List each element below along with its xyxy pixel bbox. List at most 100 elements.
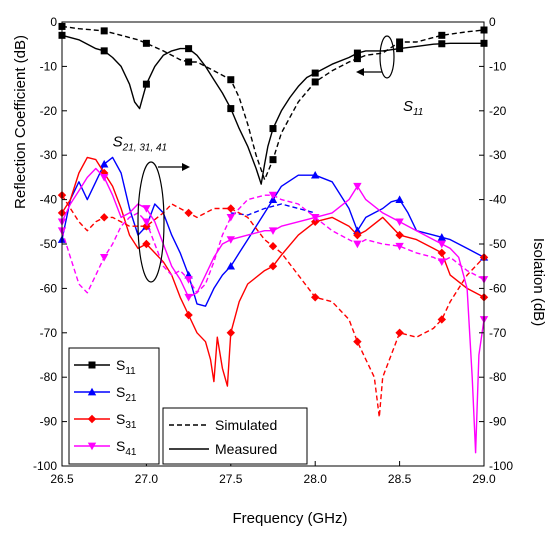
- legend-label-main: S: [116, 357, 125, 373]
- legend-label-s31: S31: [116, 411, 137, 431]
- s41-simulated-marker: [395, 242, 404, 251]
- s21-simulated-line: [230, 203, 316, 216]
- legend-label-s11: S11: [116, 357, 136, 377]
- s41-measured-marker: [226, 236, 235, 244]
- s31-simulated-marker: [184, 208, 193, 218]
- legend-label-measured: Measured: [215, 441, 277, 457]
- s41-simulated-marker: [142, 218, 151, 226]
- s11-measured-marker: [227, 105, 235, 113]
- legend-label-main: S: [116, 438, 125, 454]
- legend-marker-s21: [87, 387, 97, 396]
- s11-callout-arrowhead: [356, 68, 364, 76]
- s11-measured-marker: [185, 45, 193, 53]
- s41-simulated-marker: [437, 258, 446, 266]
- s11-simulated-marker: [100, 27, 108, 35]
- s31-measured-marker: [395, 230, 404, 240]
- s31-measured-marker: [142, 239, 151, 249]
- s41-simulated-line: [61, 194, 485, 294]
- y-tick-label: -30: [40, 148, 58, 162]
- s31-measured-marker: [353, 230, 362, 240]
- s11-measured-marker: [100, 47, 108, 55]
- s31-simulated-marker: [268, 242, 278, 251]
- s41-simulated-marker: [353, 240, 362, 249]
- s41-simulated-marker: [311, 214, 320, 222]
- legend-marker-s11: [88, 361, 96, 369]
- callout-label-main: S: [113, 133, 123, 150]
- s11-simulated-marker: [438, 31, 446, 39]
- s11-measured-marker: [396, 45, 404, 53]
- legend-label-s41: S41: [116, 438, 137, 458]
- s31-simulated-line: [61, 194, 485, 418]
- y2-tick-label: -50: [489, 237, 507, 251]
- s31-measured-marker: [268, 262, 278, 271]
- s41-measured-marker: [142, 205, 151, 213]
- s21-measured-marker: [437, 233, 446, 241]
- s31-simulated-marker: [311, 293, 320, 302]
- s31-simulated-marker: [100, 213, 109, 222]
- s11-measured-marker: [269, 125, 277, 133]
- y2-axis-title: Isolation (dB): [530, 238, 547, 326]
- legend-box-series: [68, 347, 160, 465]
- s41-simulated-marker: [226, 214, 235, 222]
- x-tick-label: 26.5: [50, 472, 74, 486]
- legend-label-sub: 21: [125, 393, 137, 404]
- s11-measured-marker: [311, 69, 319, 77]
- callout-label-sub: 21, 31, 41: [122, 142, 167, 153]
- callout-label-main: S: [403, 98, 413, 115]
- legend-label-main: S: [116, 411, 125, 427]
- s21-measured-marker: [226, 262, 235, 270]
- callout-label-sub: 11: [413, 107, 423, 118]
- y-tick-label: -100: [33, 459, 57, 473]
- callout-label: S21, 31, 41: [113, 133, 168, 153]
- x-tick-label: 27.5: [219, 472, 243, 486]
- y-tick-label: -50: [40, 237, 58, 251]
- s31-measured-marker: [184, 310, 193, 320]
- s41-measured-line: [61, 167, 485, 454]
- legend-box-style: [162, 407, 308, 465]
- s31-measured-line: [61, 156, 485, 387]
- s11-measured-line: [61, 34, 484, 185]
- y2-tick-label: 0: [489, 15, 496, 29]
- y2-tick-label: -20: [489, 104, 507, 118]
- y-tick-label: -40: [40, 193, 58, 207]
- s11-simulated-marker: [269, 156, 277, 164]
- legend-label-sub: 41: [125, 447, 137, 458]
- y-tick-label: 0: [50, 15, 57, 29]
- s11-simulated-marker: [185, 58, 193, 66]
- s11-simulated-marker: [353, 55, 361, 63]
- x-tick-label: 28.5: [388, 472, 412, 486]
- y2-tick-label: -10: [489, 59, 507, 73]
- legend-label-simulated: Simulated: [215, 417, 277, 433]
- legend-marker-s41: [87, 442, 97, 451]
- s41-measured-marker: [268, 227, 278, 235]
- s31-simulated-marker: [437, 315, 446, 324]
- s11-simulated-marker: [227, 76, 235, 84]
- s31-simulated-marker: [142, 222, 151, 231]
- s41-simulated-marker: [268, 191, 278, 200]
- legend-marker-s31: [87, 414, 97, 424]
- s31-simulated-marker: [395, 328, 404, 337]
- callout-label: S11: [403, 98, 423, 118]
- x-tick-label: 28.0: [304, 472, 328, 486]
- s41-measured-marker: [353, 182, 362, 191]
- s11-measured-marker: [353, 49, 361, 57]
- s41-measured-marker: [437, 240, 446, 249]
- s11-simulated-marker: [396, 38, 404, 46]
- y-tick-label: -80: [40, 370, 58, 384]
- s11-simulated-line: [61, 25, 485, 181]
- s21-measured-marker: [311, 170, 320, 179]
- s41-simulated-marker: [100, 253, 109, 262]
- s31-measured-marker: [226, 328, 235, 337]
- legend-label-sub: 11: [125, 366, 136, 377]
- legend-label-main: S: [116, 384, 125, 400]
- y2-tick-label: -40: [489, 193, 507, 207]
- s11-simulated-marker: [311, 78, 319, 86]
- y-tick-label: -20: [40, 104, 58, 118]
- s11-simulated-marker: [142, 39, 150, 47]
- legend-label-s21: S21: [116, 384, 137, 404]
- y-tick-label: -90: [40, 415, 58, 429]
- s31-simulated-marker: [226, 204, 235, 213]
- y-axis-title: Reflection Coefficient (dB): [12, 35, 29, 209]
